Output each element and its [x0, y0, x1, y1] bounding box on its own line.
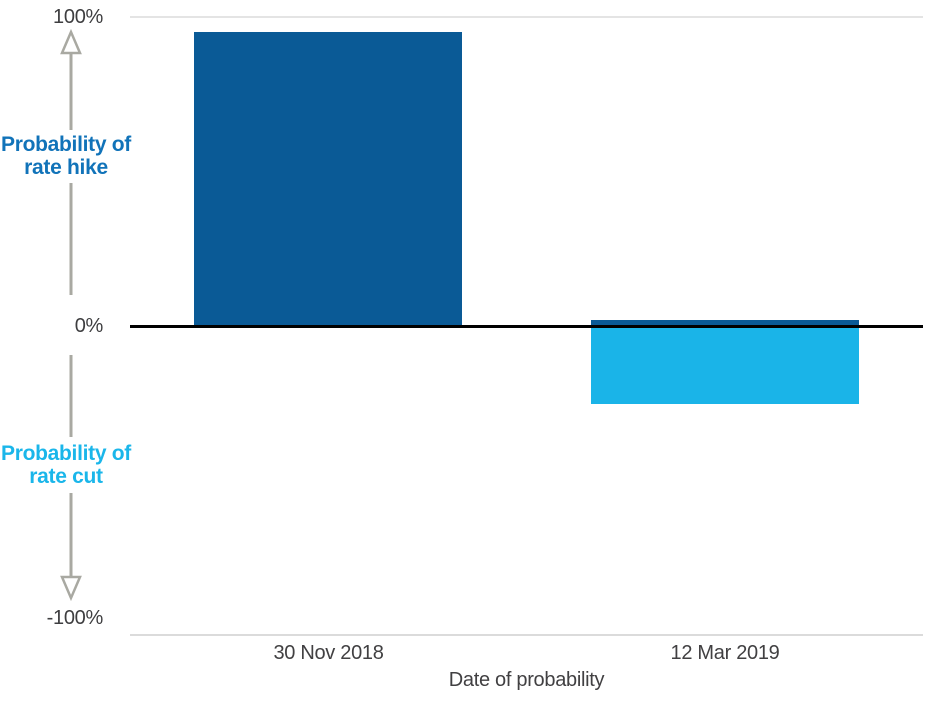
- x-tick-30-nov-2018: 30 Nov 2018: [273, 642, 384, 664]
- x-axis-title: Date of probability: [448, 669, 605, 691]
- plot-area: [130, 16, 923, 636]
- rate-hike-label: Probability of rate hike: [1, 133, 131, 179]
- bar-hike-30-nov-2018: [194, 31, 463, 326]
- y-tick-100: 100%: [53, 6, 103, 28]
- x-tick-12-mar-2019: 12 Mar 2019: [670, 642, 780, 664]
- up-down-arrow-icon: [60, 28, 82, 602]
- rate-cut-label: Probability of rate cut: [1, 442, 131, 488]
- bar-cut-12-mar-2019: [590, 326, 859, 404]
- gridline-100pct: [130, 16, 923, 18]
- y-tick-neg100: -100%: [46, 607, 104, 629]
- zero-axis-line: [130, 325, 923, 328]
- gridline-neg100pct: [130, 634, 923, 636]
- bar-hike-12-mar-2019: [590, 319, 859, 326]
- y-tick-0: 0%: [74, 315, 104, 337]
